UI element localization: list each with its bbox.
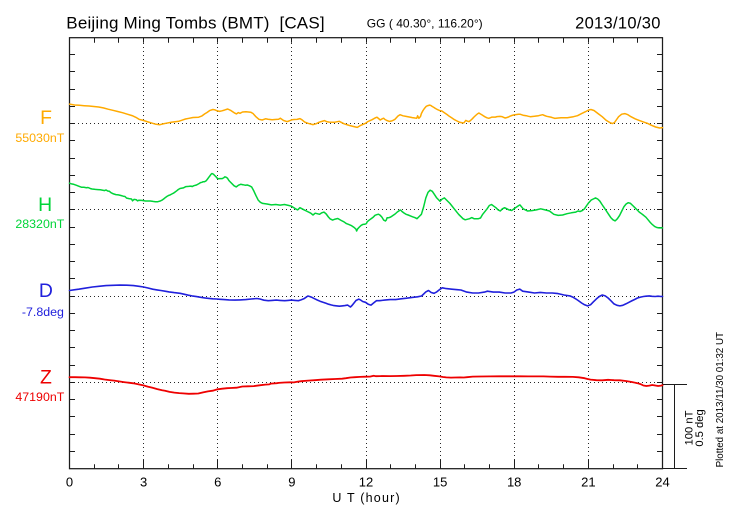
svg-text:Beijing Ming Tombs (BMT) [CAS: Beijing Ming Tombs (BMT) [CAS] (66, 14, 324, 33)
svg-text:24: 24 (655, 475, 669, 490)
svg-text:D: D (39, 280, 53, 302)
svg-text:0: 0 (66, 475, 73, 490)
svg-text:6: 6 (214, 475, 221, 490)
svg-text:Plotted at 2013/11/30 01:32 UT: Plotted at 2013/11/30 01:32 UT (715, 332, 726, 467)
svg-text:21: 21 (581, 475, 595, 490)
svg-text:H: H (38, 194, 52, 216)
svg-text:100 nT: 100 nT (683, 410, 695, 445)
svg-text:F: F (40, 107, 52, 129)
svg-text:-7.8deg: -7.8deg (22, 305, 64, 319)
svg-text:18: 18 (507, 475, 521, 490)
svg-text:U T (hour): U T (hour) (332, 491, 401, 505)
svg-text:Z: Z (40, 367, 52, 389)
svg-text:2013/10/30: 2013/10/30 (575, 14, 661, 32)
svg-text:28320nT: 28320nT (15, 217, 64, 231)
svg-text:GG ( 40.30°, 116.20°): GG ( 40.30°, 116.20°) (367, 17, 483, 31)
svg-text:3: 3 (140, 475, 147, 490)
svg-text:47190nT: 47190nT (15, 390, 64, 404)
svg-text:12: 12 (359, 475, 373, 490)
svg-text:0.5 deg: 0.5 deg (694, 409, 706, 446)
svg-text:55030nT: 55030nT (15, 131, 64, 145)
svg-text:15: 15 (433, 475, 447, 490)
svg-text:9: 9 (288, 475, 295, 490)
